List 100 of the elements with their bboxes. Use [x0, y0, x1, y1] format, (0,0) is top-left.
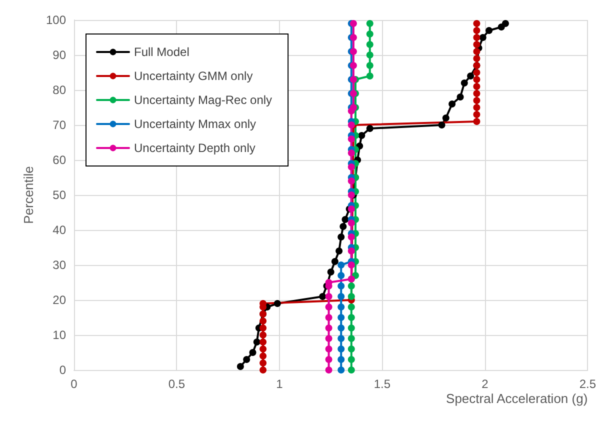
- point: [249, 349, 256, 356]
- point: [348, 178, 355, 184]
- point: [473, 83, 480, 90]
- point: [260, 338, 267, 346]
- point: [473, 69, 480, 76]
- y-tick-label: 60: [52, 153, 66, 167]
- legend-label: Full Model: [134, 45, 190, 59]
- point: [338, 346, 345, 352]
- point: [366, 72, 374, 80]
- point: [260, 360, 267, 366]
- x-tick-label: 1.5: [374, 377, 391, 391]
- point: [473, 27, 480, 34]
- point: [336, 248, 343, 254]
- point: [331, 258, 338, 265]
- y-tick-label: 50: [52, 188, 66, 202]
- point: [438, 122, 446, 128]
- point: [236, 363, 244, 370]
- x-tick-label: 0.5: [168, 377, 186, 391]
- point: [260, 346, 267, 352]
- point: [366, 20, 374, 27]
- point: [338, 335, 345, 342]
- point: [348, 304, 355, 310]
- y-tick-label: 10: [52, 328, 66, 342]
- point: [325, 356, 332, 363]
- point: [325, 324, 332, 332]
- point: [338, 304, 345, 310]
- x-axis-title: Spectral Acceleration (g): [446, 391, 588, 406]
- point: [338, 293, 345, 300]
- point: [442, 114, 450, 122]
- point: [327, 268, 334, 276]
- legend-label: Uncertainty Mag-Rec only: [134, 93, 272, 107]
- y-tick-label: 90: [52, 48, 66, 62]
- point: [260, 318, 267, 324]
- point: [473, 111, 480, 118]
- y-tick-label: 20: [52, 293, 66, 307]
- y-axis-title: Percentile: [21, 166, 36, 224]
- legend-label: Uncertainty GMM only: [134, 69, 253, 83]
- point: [366, 62, 374, 69]
- point: [486, 27, 493, 34]
- point: [274, 300, 281, 307]
- point: [325, 304, 332, 310]
- point: [473, 41, 480, 48]
- y-tick-label: 0: [59, 363, 66, 377]
- point: [319, 293, 326, 300]
- point: [473, 90, 480, 97]
- point: [340, 223, 347, 230]
- point: [348, 366, 355, 374]
- point: [348, 356, 355, 363]
- point: [366, 52, 374, 58]
- point: [473, 55, 480, 62]
- point: [473, 76, 480, 83]
- point: [253, 338, 260, 346]
- point: [473, 97, 480, 104]
- point: [348, 314, 355, 321]
- point: [338, 262, 345, 268]
- point: [338, 272, 345, 279]
- point: [366, 41, 374, 48]
- y-tick-label: 100: [46, 13, 66, 27]
- point: [456, 94, 464, 100]
- point: [342, 216, 349, 223]
- point: [348, 234, 355, 240]
- point: [348, 136, 355, 142]
- point: [325, 335, 332, 342]
- legend-label: Uncertainty Mmax only: [134, 117, 256, 131]
- point: [348, 335, 355, 342]
- point: [338, 234, 345, 240]
- point: [260, 324, 267, 332]
- point: [325, 314, 332, 321]
- point: [348, 282, 355, 290]
- point: [448, 100, 456, 108]
- point: [467, 72, 474, 80]
- point: [260, 332, 267, 338]
- point: [338, 314, 345, 321]
- point: [338, 282, 345, 290]
- point: [348, 324, 355, 332]
- x-tick-label: 0: [70, 377, 78, 391]
- legend-label: Uncertainty Depth only: [134, 141, 256, 155]
- point: [473, 118, 480, 125]
- point: [473, 104, 480, 111]
- point: [348, 346, 355, 352]
- point: [325, 366, 332, 374]
- point: [260, 352, 267, 360]
- point: [243, 356, 250, 363]
- point: [338, 356, 345, 363]
- point: [473, 48, 480, 55]
- point: [366, 30, 374, 38]
- point: [325, 293, 332, 300]
- point: [479, 34, 486, 41]
- x-tick-label: 2: [482, 377, 489, 391]
- point: [358, 132, 366, 139]
- point: [348, 220, 355, 226]
- y-tick-label: 70: [52, 118, 66, 132]
- point: [348, 150, 355, 156]
- point: [338, 366, 345, 374]
- point: [325, 346, 332, 352]
- x-tick-label: 1: [276, 377, 284, 391]
- y-tick-label: 80: [52, 83, 66, 97]
- point: [348, 248, 355, 254]
- x-tick-label: 2.5: [579, 377, 596, 391]
- point: [366, 125, 374, 132]
